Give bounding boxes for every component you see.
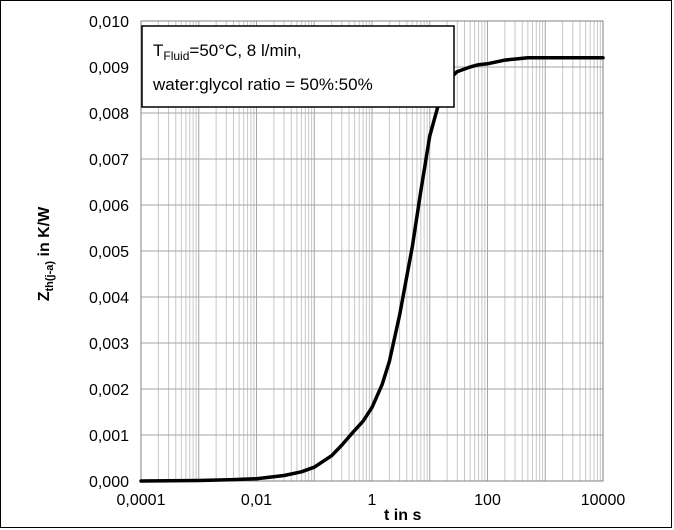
annotation-border <box>141 25 455 108</box>
annotation-line-1: TFluid=50°C, 8 l/min, <box>153 41 302 63</box>
y-tick-label: 0,006 <box>89 198 129 215</box>
y-axis-label-rest: in K/W <box>36 206 53 261</box>
tick-labels: 0,000 0,001 0,002 0,003 0,004 0,005 0,006 0,007… <box>89 14 625 509</box>
x-tick-label: 1 <box>368 492 377 509</box>
y-tick-label: 0,004 <box>89 290 129 307</box>
y-tick-label: 0,001 <box>89 428 129 445</box>
plot-area-border <box>140 20 604 482</box>
y-tick-label: 0,008 <box>89 106 129 123</box>
annotation-line-1-rest: =50°C, 8 l/min, <box>189 41 301 60</box>
annotation-line-1-sub: Fluid <box>163 49 189 63</box>
y-axis-label: Zth(j-a) in K/W <box>36 206 56 301</box>
annotation-box: TFluid=50°C, 8 l/min, water:glycol ratio… <box>141 25 455 108</box>
x-tick-label: 0,0001 <box>117 492 166 509</box>
x-tick-label: 10000 <box>581 492 626 509</box>
annotation-line-1-prefix: T <box>153 41 163 60</box>
y-axis-label-sub: th(j-a) <box>44 261 56 292</box>
x-tick-label: 100 <box>474 492 501 509</box>
y-tick-label: 0,003 <box>89 336 129 353</box>
y-tick-label: 0,000 <box>89 474 129 491</box>
series-line <box>139 56 605 483</box>
y-tick-label: 0,009 <box>89 60 129 77</box>
x-tick-label: 0,01 <box>241 492 272 509</box>
x-axis-label: t in s <box>384 507 421 524</box>
y-tick-label: 0,007 <box>89 152 129 169</box>
y-tick-label: 0,005 <box>89 244 129 261</box>
y-tick-label: 0,002 <box>89 382 129 399</box>
svg-text:Zth(j-a) in K/W: Zth(j-a) in K/W <box>36 206 56 301</box>
y-tick-label: 0,010 <box>89 14 129 31</box>
annotation-line-2: water:glycol ratio = 50%:50% <box>152 75 373 94</box>
y-axis-label-main: Z <box>36 291 53 301</box>
